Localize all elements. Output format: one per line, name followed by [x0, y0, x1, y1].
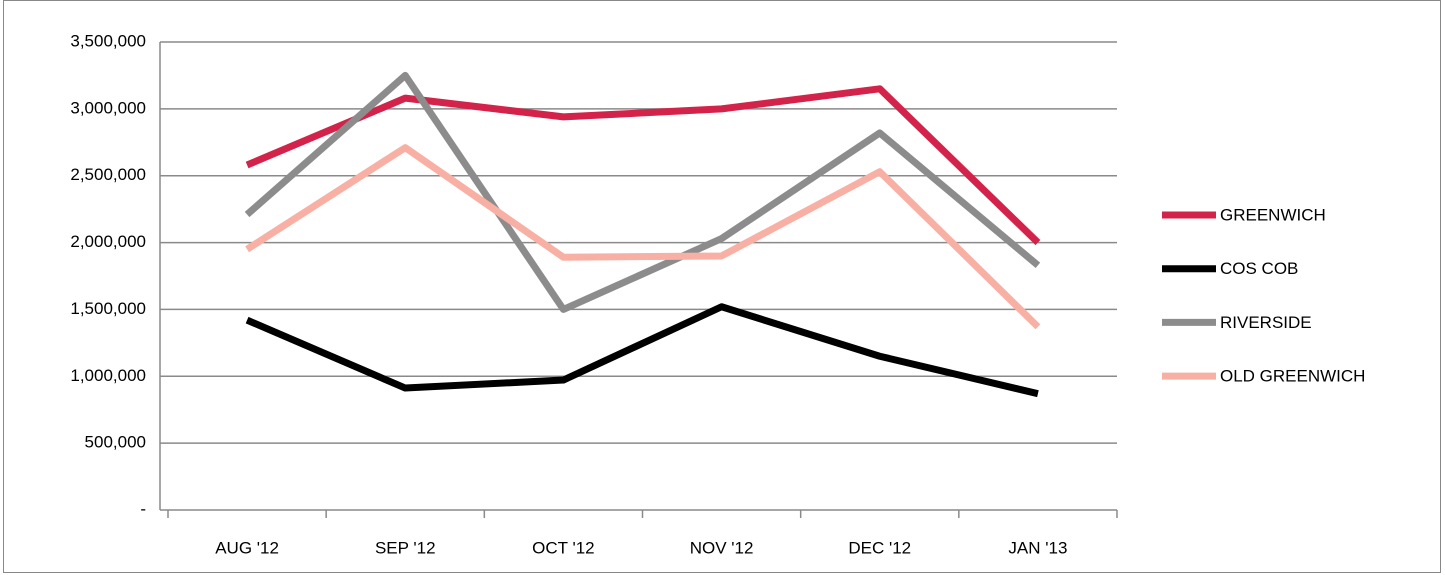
x-tick-label: JAN '13 [1008, 538, 1067, 557]
x-tick-label: AUG '12 [215, 538, 279, 557]
x-tick-label: NOV '12 [690, 538, 754, 557]
series-line [245, 85, 1041, 246]
chart-border [3, 0, 1441, 573]
legend-label: RIVERSIDE [1220, 313, 1312, 332]
legend-label: GREENWICH [1220, 205, 1326, 224]
x-tick-label: DEC '12 [848, 538, 911, 557]
y-tick-label: 3,000,000 [70, 98, 146, 117]
series-line [244, 71, 1041, 313]
y-tick-label: 3,500,000 [70, 31, 146, 50]
legend-label: COS COB [1220, 259, 1298, 278]
series-line [245, 303, 1039, 398]
x-tick-label: SEP '12 [375, 538, 436, 557]
y-tick-label: 1,000,000 [70, 366, 146, 385]
legend-label: OLD GREENWICH [1220, 367, 1365, 386]
y-tick-label: 2,500,000 [70, 165, 146, 184]
y-tick-label: 1,500,000 [70, 299, 146, 318]
y-tick-label: 500,000 [85, 433, 146, 452]
y-tick-label: 2,000,000 [70, 232, 146, 251]
x-tick-label: OCT '12 [532, 538, 594, 557]
y-tick-label: - [140, 499, 146, 518]
series-line [245, 144, 1041, 330]
